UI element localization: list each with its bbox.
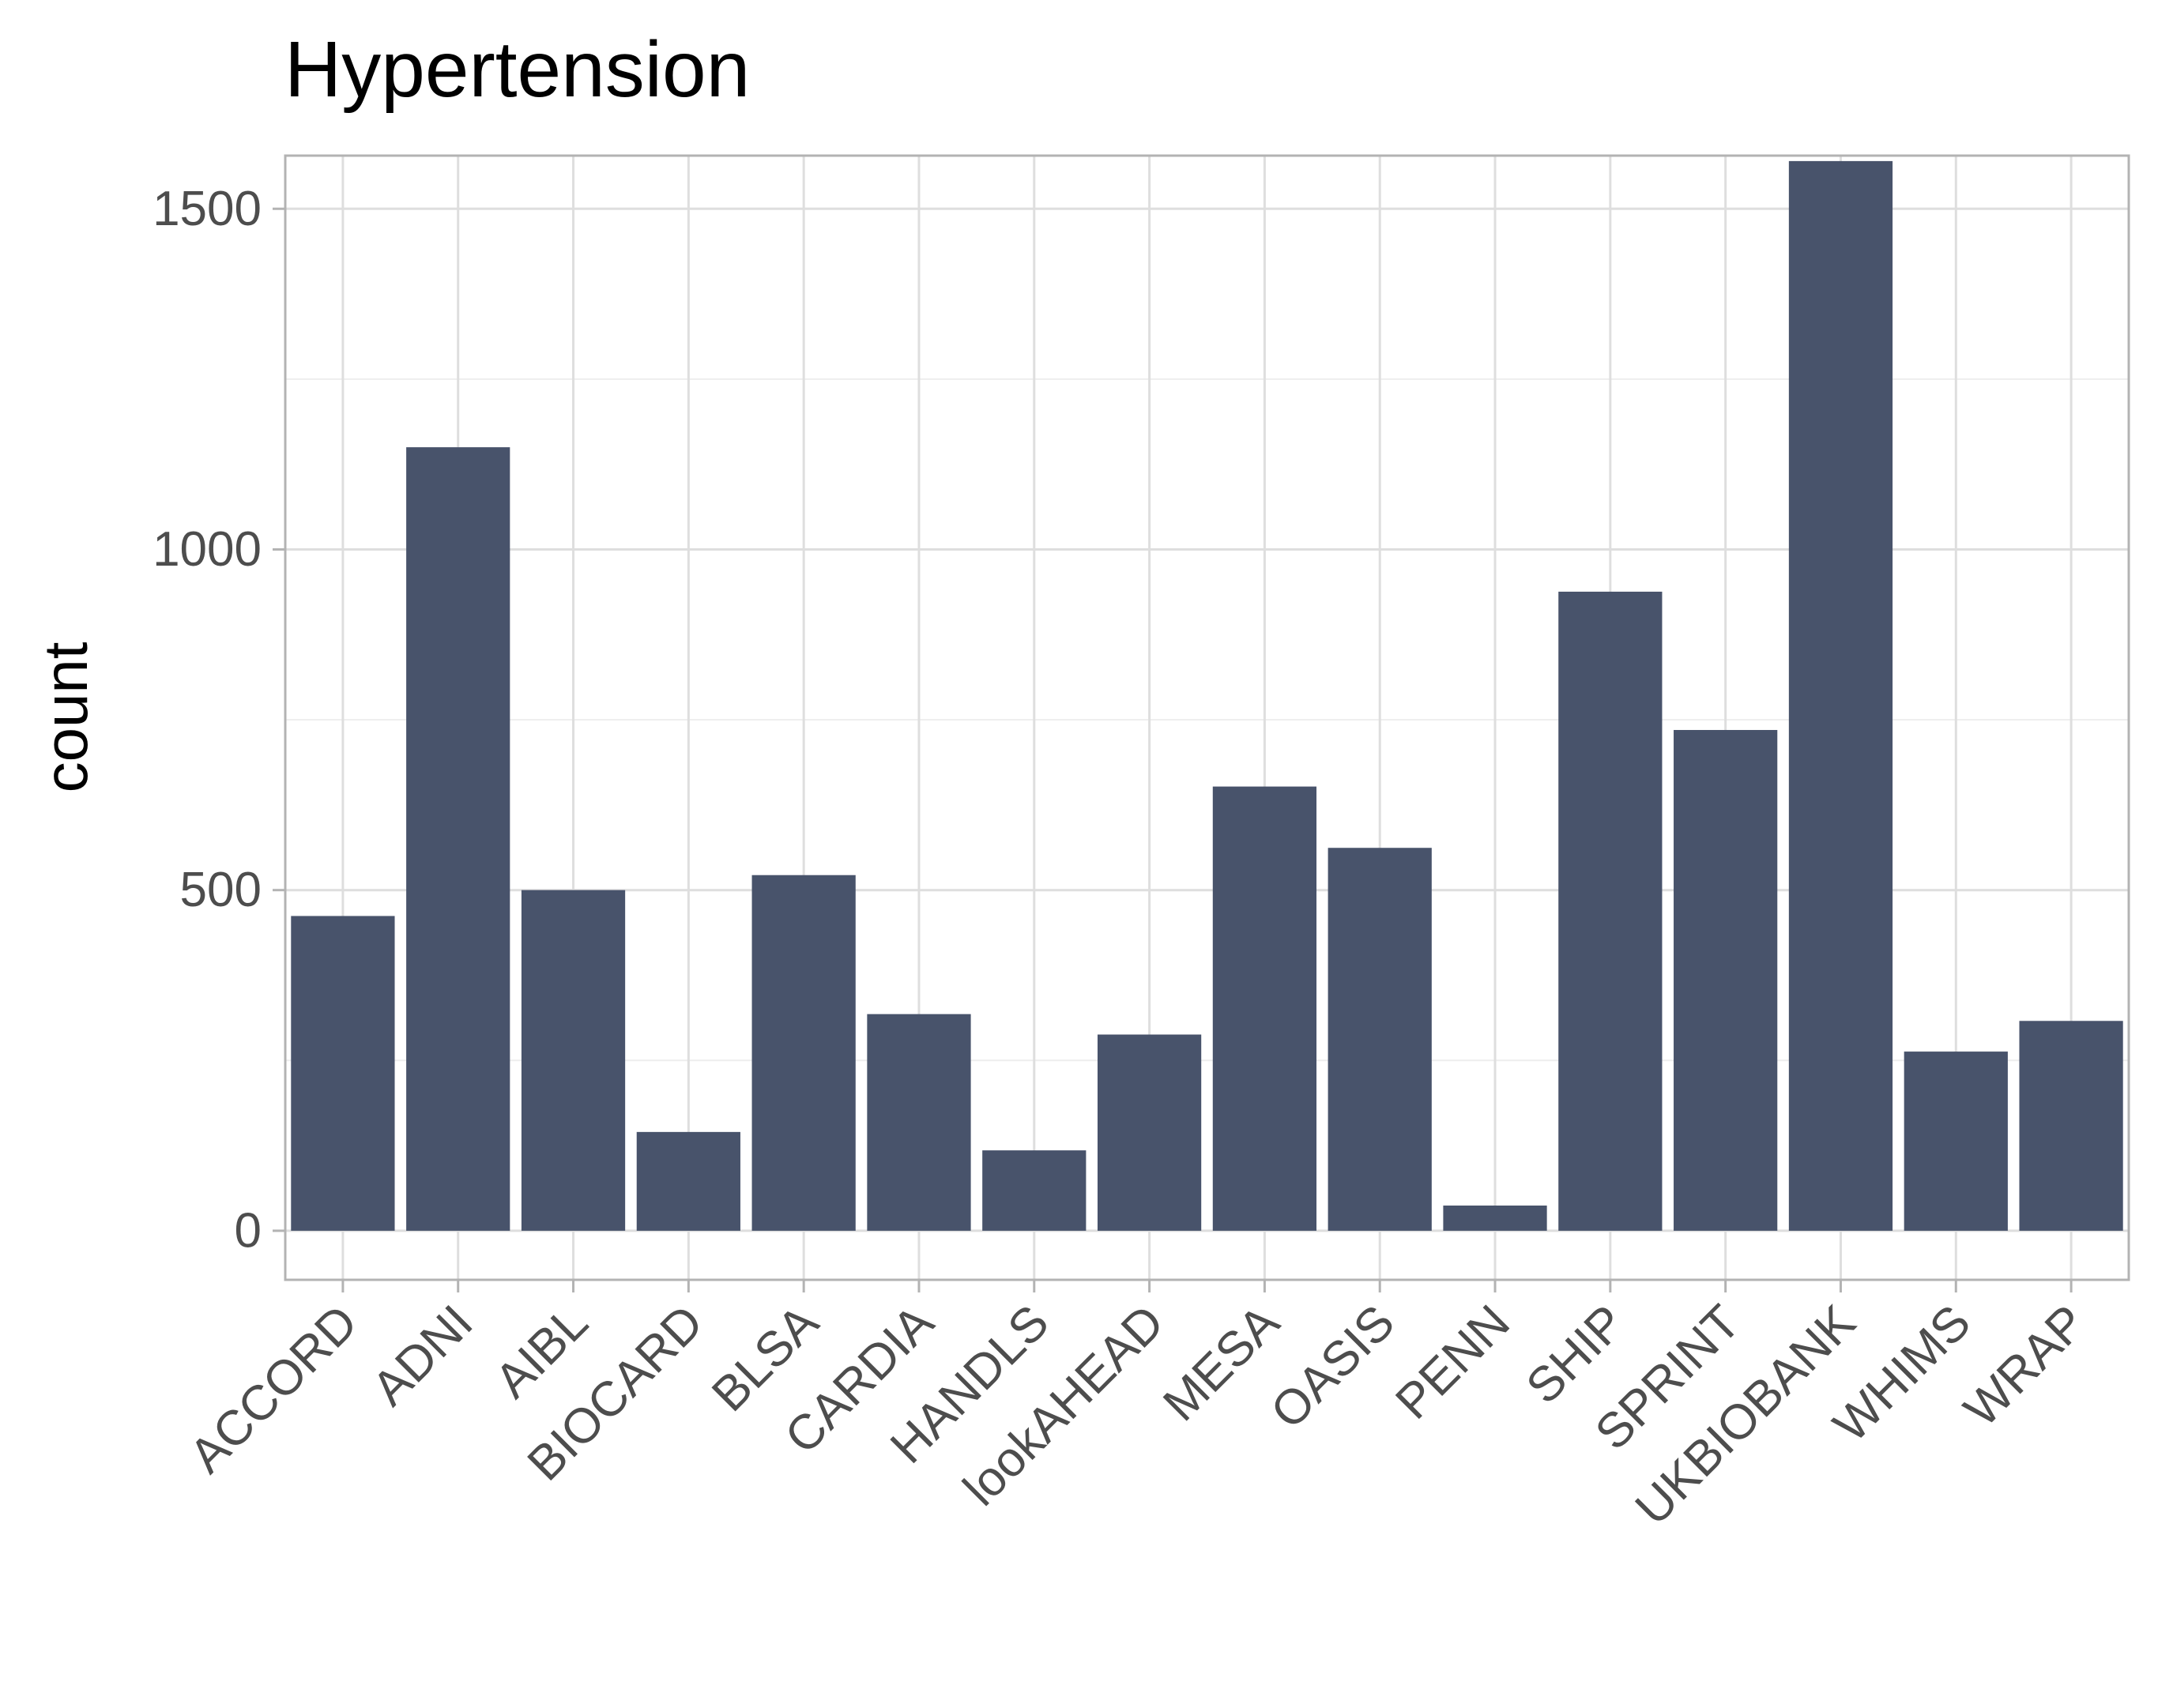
bar-wrap <box>2019 1021 2123 1231</box>
bar-blsa <box>751 875 856 1231</box>
chart-title: Hypertension <box>284 25 750 114</box>
x-tick-label-oasis: OASIS <box>1260 1295 1405 1439</box>
bar-biocard <box>636 1131 740 1231</box>
bar-ukbiobank <box>1788 160 1893 1231</box>
panel-border <box>284 154 2130 1281</box>
bar-adni <box>406 447 510 1231</box>
bar-ship <box>1558 591 1663 1231</box>
bar-handls <box>982 1150 1087 1231</box>
bar-whims <box>1904 1052 2008 1231</box>
x-tick-label-mesa: MESA <box>1153 1295 1290 1431</box>
bar-oasis <box>1328 848 1432 1231</box>
bar-penn <box>1443 1205 1547 1231</box>
bar-aibl <box>521 890 626 1231</box>
y-axis-title: count <box>31 641 100 792</box>
x-tick-label-accord: ACCORD <box>179 1295 368 1484</box>
y-tick-label: 500 <box>180 863 262 917</box>
bar-accord <box>291 916 395 1231</box>
y-tick-label: 0 <box>235 1203 262 1258</box>
x-tick-label-wrap: WRAP <box>1954 1295 2096 1437</box>
x-tick-label-adni: ADNI <box>362 1295 484 1416</box>
bars <box>291 160 2123 1231</box>
bar-mesa <box>1212 786 1317 1231</box>
bar-cardia <box>867 1014 971 1231</box>
y-tick-label: 1500 <box>153 182 262 236</box>
y-tick-label: 1000 <box>153 522 262 577</box>
bar-sprint <box>1674 730 1778 1231</box>
bar-lookahead <box>1097 1034 1202 1231</box>
x-tick-label-penn: PENN <box>1385 1295 1520 1430</box>
